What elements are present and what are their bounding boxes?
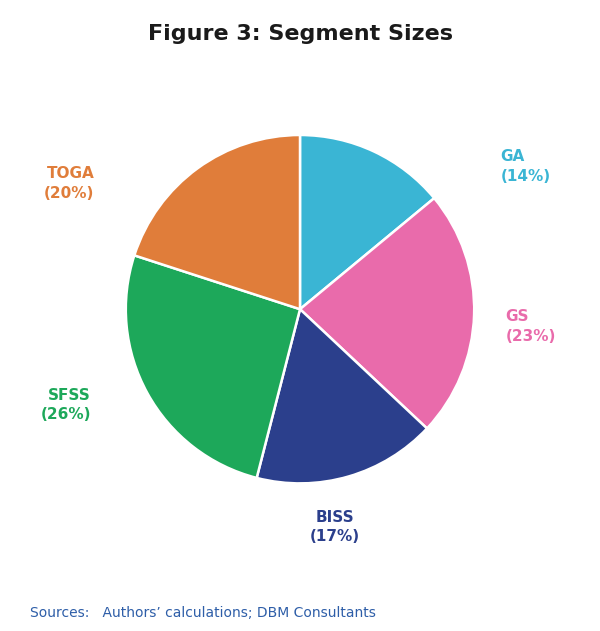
Wedge shape <box>126 256 300 478</box>
Text: BISS
(17%): BISS (17%) <box>310 509 360 545</box>
Text: TOGA
(20%): TOGA (20%) <box>44 167 94 201</box>
Text: Sources:   Authors’ calculations; DBM Consultants: Sources: Authors’ calculations; DBM Cons… <box>30 606 376 620</box>
Wedge shape <box>300 135 434 309</box>
Text: GA
(14%): GA (14%) <box>500 149 550 184</box>
Text: GS
(23%): GS (23%) <box>506 309 556 344</box>
Wedge shape <box>257 309 427 483</box>
Wedge shape <box>300 198 474 428</box>
Title: Figure 3: Segment Sizes: Figure 3: Segment Sizes <box>148 24 452 44</box>
Wedge shape <box>134 135 300 309</box>
Text: SFSS
(26%): SFSS (26%) <box>40 387 91 422</box>
